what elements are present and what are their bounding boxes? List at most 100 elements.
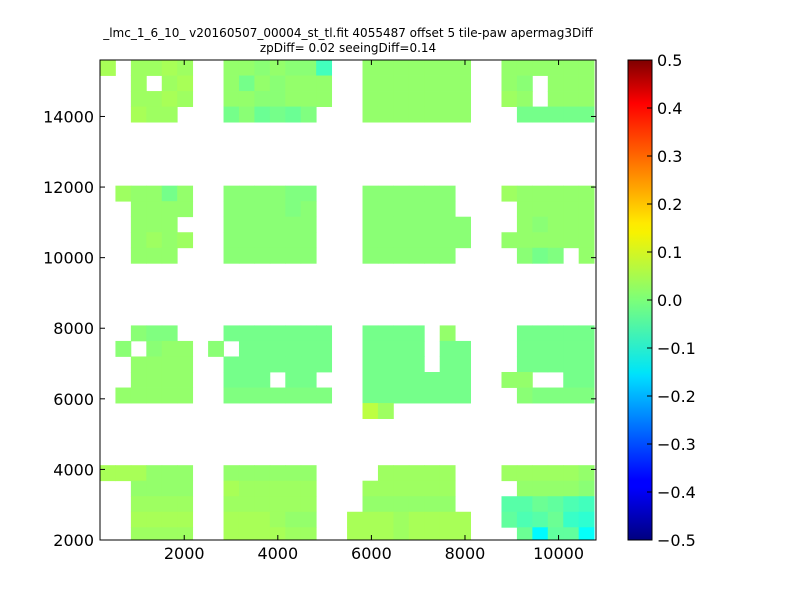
heatmap-cell (223, 232, 240, 249)
heatmap-cell (300, 216, 317, 233)
heatmap-cell (161, 511, 178, 528)
heatmap-cell (547, 216, 564, 233)
heatmap-cell (408, 356, 425, 373)
heatmap-cell (362, 247, 379, 264)
heatmap-cell (316, 60, 333, 76)
heatmap-cell (377, 527, 394, 540)
heatmap-cell (516, 185, 533, 202)
heatmap-cell (578, 325, 595, 342)
heatmap-cell (254, 325, 271, 342)
heatmap-cell (300, 480, 317, 497)
y-tick-label: 6000 (53, 390, 94, 409)
heatmap-cell (254, 511, 271, 528)
heatmap-cell (285, 511, 302, 528)
heatmap-cell (578, 201, 595, 218)
heatmap-cell (393, 387, 410, 404)
heatmap-cell (408, 372, 425, 388)
heatmap-cell (300, 247, 317, 264)
heatmap-cell (115, 185, 132, 202)
heatmap-cell (408, 232, 425, 249)
heatmap-cell (393, 480, 410, 497)
colorbar-tick-label: 0.1 (657, 243, 682, 262)
heatmap-cell (254, 527, 271, 540)
heatmap-cell (408, 496, 425, 513)
heatmap-cell (501, 511, 518, 528)
colorbar-tick-label: 0.2 (657, 195, 682, 214)
heatmap-cell (238, 106, 255, 123)
heatmap-cell (393, 496, 410, 513)
heatmap-cell (161, 185, 178, 202)
heatmap-cell (516, 480, 533, 497)
heatmap-cell (316, 387, 333, 404)
heatmap-cell (377, 201, 394, 218)
chart-title-line1: _lmc_1_6_10_ v20160507_00004_st_tl.fit 4… (102, 26, 593, 40)
heatmap-cell (146, 496, 163, 513)
heatmap-cell (547, 387, 564, 404)
heatmap-cell (285, 185, 302, 202)
heatmap-cell (238, 60, 255, 76)
heatmap-cell (408, 75, 425, 92)
heatmap-cell (254, 106, 271, 123)
x-tick-label: 4000 (257, 544, 298, 563)
heatmap-cell (408, 387, 425, 404)
heatmap-cell (532, 232, 549, 249)
heatmap-cell (439, 340, 456, 357)
heatmap-cell (254, 201, 271, 218)
heatmap-cell (269, 75, 286, 92)
heatmap-cell (254, 340, 271, 357)
heatmap-cell (362, 325, 379, 342)
heatmap-cell (408, 185, 425, 202)
heatmap-cell (439, 201, 456, 218)
heatmap-cell (439, 75, 456, 92)
heatmap-cell (578, 465, 595, 482)
heatmap-cell (177, 480, 194, 497)
x-axis: 2000 4000 6000 8000 10000 (164, 60, 584, 563)
x-tick-label: 6000 (351, 544, 392, 563)
heatmap-cell (455, 216, 471, 233)
heatmap-cell (208, 340, 224, 357)
heatmap-cell (563, 496, 580, 513)
heatmap-cells (100, 60, 595, 540)
heatmap-cell (130, 511, 147, 528)
heatmap-cell (161, 106, 178, 123)
heatmap-cell (439, 106, 456, 123)
heatmap-cell (377, 60, 394, 76)
heatmap-cell (578, 232, 595, 249)
heatmap-cell (238, 340, 255, 357)
heatmap-cell (408, 325, 425, 342)
heatmap-cell (547, 185, 564, 202)
heatmap-cell (393, 106, 410, 123)
heatmap-cell (300, 340, 317, 357)
heatmap-cell (547, 201, 564, 218)
heatmap-cell (424, 372, 441, 388)
heatmap-cell (563, 527, 580, 540)
heatmap-cell (393, 232, 410, 249)
heatmap-cell (316, 340, 333, 357)
heatmap-cell (578, 511, 595, 528)
heatmap-cell (130, 356, 147, 373)
heatmap-cell (285, 356, 302, 373)
heatmap-cell (439, 527, 456, 540)
colorbar-tick-label: 0.3 (657, 147, 682, 166)
heatmap-cell (439, 465, 456, 482)
heatmap-cell (424, 60, 441, 76)
heatmap-cell (223, 496, 240, 513)
heatmap-cell (393, 60, 410, 76)
heatmap-cell (578, 496, 595, 513)
heatmap-cell (393, 75, 410, 92)
heatmap-cell (146, 372, 163, 388)
heatmap-cell (547, 340, 564, 357)
heatmap-cell (254, 480, 271, 497)
heatmap-cell (269, 201, 286, 218)
heatmap-cell (223, 216, 240, 233)
heatmap-cell (424, 75, 441, 92)
heatmap-cell (347, 527, 363, 540)
heatmap-cell (161, 387, 178, 404)
heatmap-cell (578, 372, 595, 388)
heatmap-cell (269, 465, 286, 482)
heatmap-cell (362, 496, 379, 513)
heatmap-cell (254, 465, 271, 482)
heatmap-cell (146, 91, 163, 107)
heatmap-cell (424, 247, 441, 264)
colorbar-tick-label: −0.5 (657, 531, 696, 550)
